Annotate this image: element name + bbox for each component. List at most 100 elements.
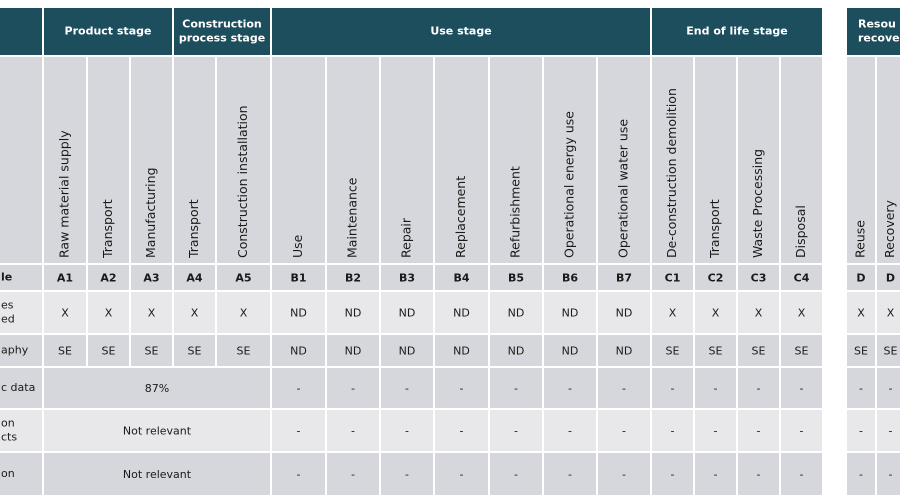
geography-cell [781, 335, 822, 366]
geography-value: SE [709, 345, 723, 358]
products-value: - [800, 425, 804, 438]
module-name-cell [598, 57, 650, 263]
module-name-cell [88, 57, 129, 263]
module-name-cell [781, 57, 822, 263]
declared-cell [174, 292, 215, 333]
module-name: Transport [707, 199, 722, 259]
specific-cell [847, 368, 875, 408]
specific-value: - [622, 382, 626, 395]
sites-cell [738, 453, 779, 495]
code-value: B7 [616, 272, 632, 285]
code-cell [44, 265, 86, 290]
row-label: ed [1, 313, 15, 326]
products-cell [847, 410, 875, 451]
specific-cell [544, 368, 596, 408]
code-cell [272, 265, 325, 290]
declared-value: X [712, 307, 720, 320]
row-label: cts [1, 431, 17, 444]
row-label-cell [0, 8, 42, 55]
code-value: B2 [345, 272, 361, 285]
module-name: Manufacturing [143, 167, 158, 258]
group-header [174, 8, 270, 55]
specific-value: - [568, 382, 572, 395]
module-name-cell [217, 57, 270, 263]
group-title: process stage [179, 32, 265, 45]
products-cell [327, 410, 379, 451]
code-cell [381, 265, 433, 290]
geography-cell [272, 335, 325, 366]
sites-value: - [622, 468, 626, 481]
code-cell [652, 265, 693, 290]
geography-value: ND [290, 345, 307, 358]
group-header [847, 8, 900, 55]
module-name-cell [327, 57, 379, 263]
declared-value: X [148, 307, 156, 320]
row-label-cell [0, 410, 42, 451]
products-value: - [622, 425, 626, 438]
module-name: Operational energy use [562, 111, 577, 258]
geography-cell [738, 335, 779, 366]
geography-value: SE [666, 345, 680, 358]
module-name-cell [847, 57, 875, 263]
declared-cell [327, 292, 379, 333]
module-name-cell [44, 57, 86, 263]
geography-cell [544, 335, 596, 366]
specific-cell [327, 368, 379, 408]
geography-cell [44, 335, 86, 366]
specific-value: - [297, 382, 301, 395]
declared-cell [695, 292, 736, 333]
sites-value: - [460, 468, 464, 481]
specific-cell [877, 368, 900, 408]
sites-cell [695, 453, 736, 495]
sites-value: - [800, 468, 804, 481]
geography-cell [490, 335, 542, 366]
sites-cell [652, 453, 693, 495]
sites-value: - [889, 468, 893, 481]
declared-value: ND [508, 307, 525, 320]
geography-cell [174, 335, 215, 366]
geography-value: SE [884, 345, 898, 358]
declared-cell [435, 292, 488, 333]
products-value: - [297, 425, 301, 438]
code-value: A1 [57, 272, 73, 285]
geography-value: SE [58, 345, 72, 358]
sites-cell [490, 453, 542, 495]
declared-value: ND [616, 307, 633, 320]
geography-value: ND [345, 345, 362, 358]
group-title: End of life stage [686, 25, 787, 38]
code-value: D [886, 272, 895, 285]
code-cell [847, 265, 875, 290]
module-name: Raw material supply [57, 130, 72, 258]
products-cell [381, 410, 433, 451]
sites-value: - [714, 468, 718, 481]
specific-cell [695, 368, 736, 408]
products-cell [738, 410, 779, 451]
sites-merged: Not relevant [123, 468, 192, 481]
declared-cell [781, 292, 822, 333]
declared-cell [44, 292, 86, 333]
specific-cell [781, 368, 822, 408]
module-name: Waste Processing [750, 149, 765, 258]
module-name-cell [272, 57, 325, 263]
group-title: Product stage [65, 25, 152, 38]
code-cell [877, 265, 900, 290]
sites-value: - [351, 468, 355, 481]
declared-cell [847, 292, 875, 333]
geography-cell [877, 335, 900, 366]
group-title: recovery [858, 32, 900, 45]
code-value: B4 [453, 272, 469, 285]
specific-cell [381, 368, 433, 408]
sites-value: - [514, 468, 518, 481]
code-value: D [856, 272, 865, 285]
sites-value: - [568, 468, 572, 481]
module-name: Repair [399, 217, 414, 258]
declared-value: ND [562, 307, 579, 320]
code-value: A4 [186, 272, 203, 285]
declared-value: X [240, 307, 248, 320]
geography-cell [652, 335, 693, 366]
declared-value: ND [345, 307, 362, 320]
geography-value: ND [399, 345, 416, 358]
specific-cell [490, 368, 542, 408]
declared-value: X [798, 307, 806, 320]
sites-cell [435, 453, 488, 495]
